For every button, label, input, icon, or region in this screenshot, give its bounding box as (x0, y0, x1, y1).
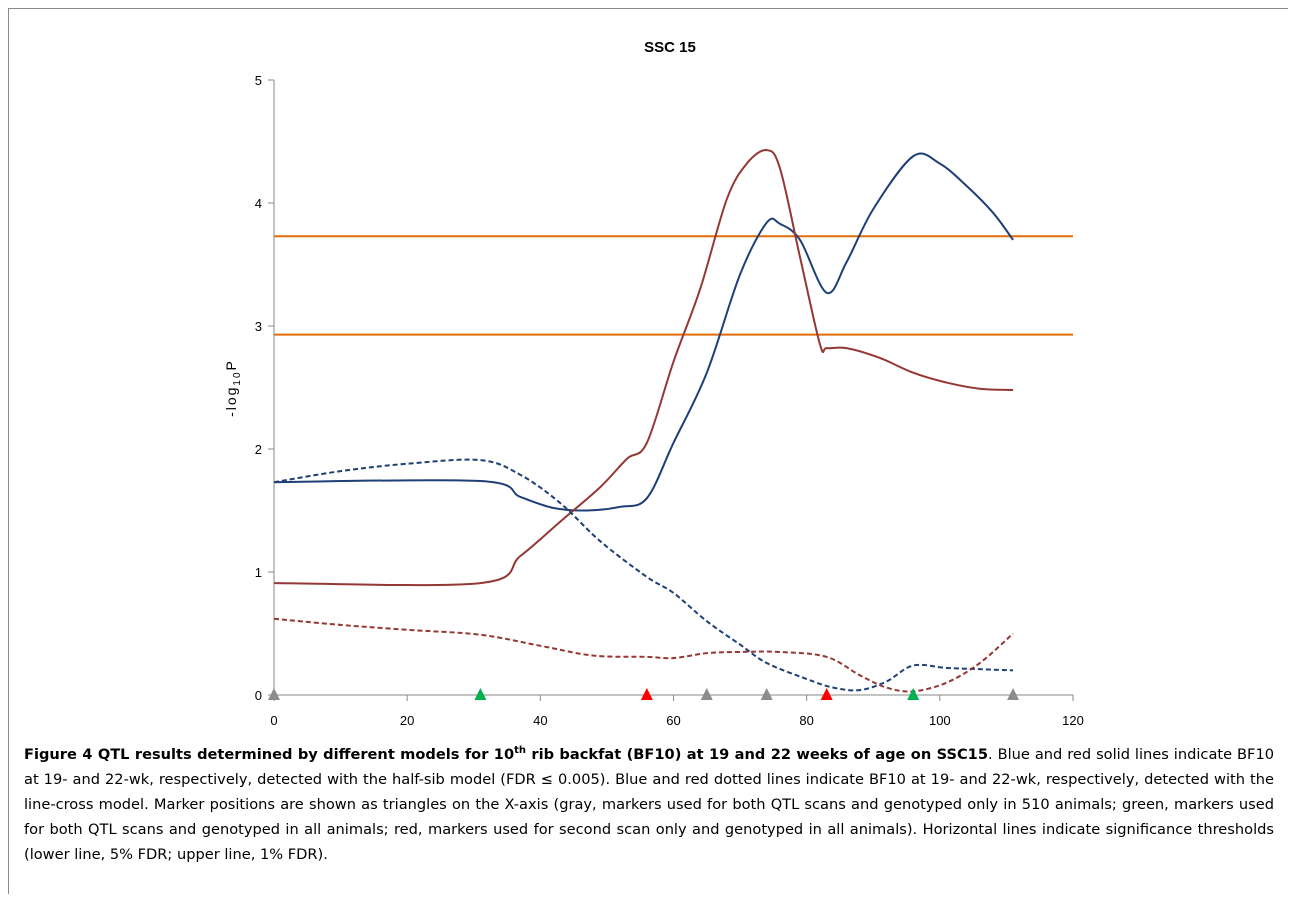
x-tick-label: 60 (666, 713, 680, 728)
caption-body: . Blue and red solid lines indicate BF10… (24, 746, 1275, 863)
x-axis: 0 20 40 60 80 100 120 (270, 694, 1084, 728)
caption-lead-suffix: rib backfat (BF10) at 19 and 22 weeks of… (526, 746, 988, 763)
y-axis-label-suffix: P (223, 359, 239, 370)
threshold-lines (274, 235, 1073, 336)
marker-triangle (640, 688, 653, 700)
series-line-1 (273, 152, 1014, 512)
series-line-3 (273, 458, 1014, 692)
marker-triangle (268, 688, 280, 700)
y-axis-label: -log10P (223, 359, 243, 417)
marker-triangle (820, 688, 833, 700)
series-line-2 (273, 149, 1014, 587)
x-tick-label: 120 (1062, 713, 1084, 728)
y-ticks: 0 1 2 3 4 5 (255, 73, 274, 703)
y-tick-label: 1 (255, 565, 262, 580)
figure-caption: Figure 4 QTL results determined by diffe… (24, 742, 1274, 867)
y-tick-label: 5 (255, 73, 262, 88)
y-axis: 0 1 2 3 4 5 (255, 73, 275, 703)
marker-triangle (760, 688, 773, 700)
y-tick-label: 3 (255, 319, 262, 334)
marker-triangles (268, 688, 1020, 700)
x-tick-label: 80 (799, 713, 813, 728)
chart-title: SSC 15 (644, 39, 696, 56)
series-lines (273, 149, 1014, 693)
x-ticks: 0 20 40 60 80 100 120 (270, 695, 1084, 728)
y-tick-label: 0 (255, 688, 262, 703)
caption-lead: Figure 4 QTL results determined by diffe… (24, 746, 988, 763)
y-axis-label-prefix: -log (223, 386, 239, 417)
x-tick-label: 0 (270, 713, 277, 728)
y-tick-label: 4 (255, 196, 262, 211)
marker-triangle (1007, 688, 1020, 700)
marker-triangle (474, 688, 487, 700)
x-tick-label: 100 (929, 713, 951, 728)
series-line-4 (273, 617, 1014, 693)
qtl-chart: SSC 15 0 1 2 3 4 5 0 20 40 60 80 100 120 -log10P (223, 39, 1084, 728)
y-tick-label: 2 (255, 442, 262, 457)
figure-frame (8, 8, 1288, 894)
marker-triangle (700, 688, 713, 700)
y-axis-label-sub: 10 (232, 370, 243, 385)
caption-lead-prefix: Figure 4 QTL results determined by diffe… (24, 746, 515, 763)
marker-triangle (907, 688, 920, 700)
x-tick-label: 40 (533, 713, 547, 728)
caption-lead-sup: th (514, 745, 527, 757)
x-tick-label: 20 (400, 713, 414, 728)
